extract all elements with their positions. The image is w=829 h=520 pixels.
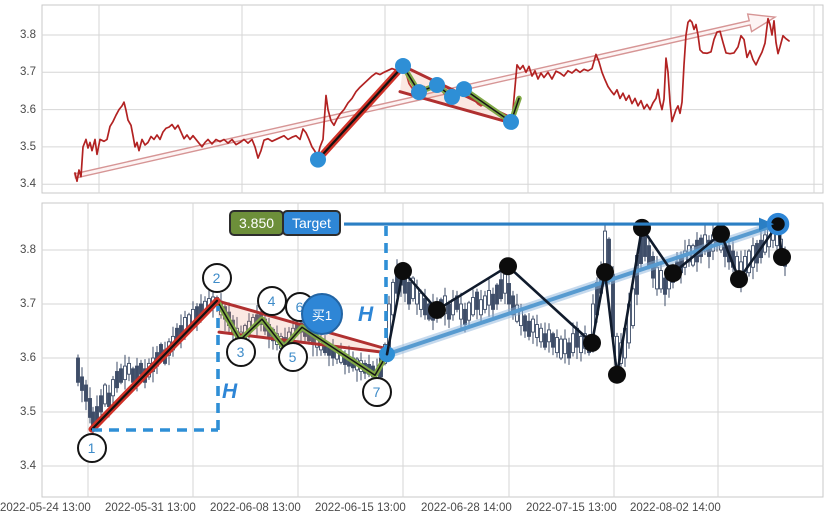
target-label-badge: Target (282, 210, 341, 236)
y-axis-tick: 3.8 (20, 29, 36, 41)
x-axis-tick: 2022-05-24 13:00 (0, 502, 91, 514)
pattern-point-4: 4 (256, 285, 287, 316)
x-axis-tick: 2022-05-31 13:00 (105, 502, 196, 514)
pattern-point-5: 5 (277, 341, 308, 372)
buy-signal-marker: 买1 (301, 293, 343, 335)
pattern-point-1: 1 (76, 432, 107, 463)
h-measure-label-1: H (222, 380, 238, 403)
pattern-point-3: 3 (225, 336, 256, 367)
h-measure-label-2: H (358, 303, 374, 326)
target-price-badge: 3.850 (229, 210, 285, 236)
x-axis-tick: 2022-08-02 14:00 (630, 502, 721, 514)
x-axis-tick: 2022-06-15 13:00 (315, 502, 406, 514)
y-axis-tick: 3.7 (20, 66, 36, 79)
x-axis-tick: 2022-07-15 13:00 (526, 502, 617, 514)
y-axis-tick: 3.5 (20, 406, 36, 418)
x-axis-tick: 2022-06-28 14:00 (421, 502, 512, 514)
y-axis-tick: 3.4 (20, 460, 36, 472)
x-axis-tick: 2022-06-08 13:00 (210, 502, 301, 514)
y-axis-tick: 3.6 (20, 103, 36, 116)
pattern-point-2: 2 (201, 262, 232, 293)
y-axis-tick: 3.6 (20, 352, 36, 364)
pattern-point-7: 7 (361, 376, 392, 407)
y-axis-tick: 3.4 (20, 178, 36, 191)
y-axis-tick: 3.8 (20, 244, 36, 256)
y-axis-tick: 3.7 (20, 298, 36, 310)
y-axis-tick: 3.5 (20, 140, 36, 153)
